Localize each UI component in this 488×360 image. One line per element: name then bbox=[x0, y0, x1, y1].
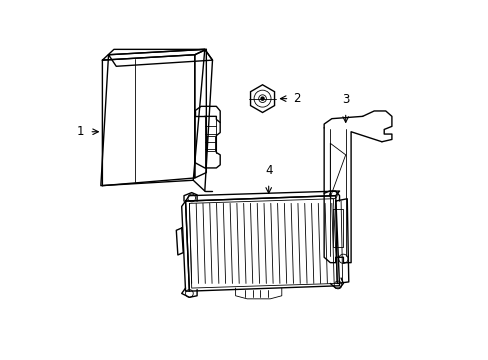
Circle shape bbox=[261, 97, 264, 100]
Text: 1: 1 bbox=[76, 125, 84, 138]
Text: 3: 3 bbox=[341, 93, 349, 106]
Text: 2: 2 bbox=[293, 92, 300, 105]
Text: 4: 4 bbox=[264, 164, 272, 177]
